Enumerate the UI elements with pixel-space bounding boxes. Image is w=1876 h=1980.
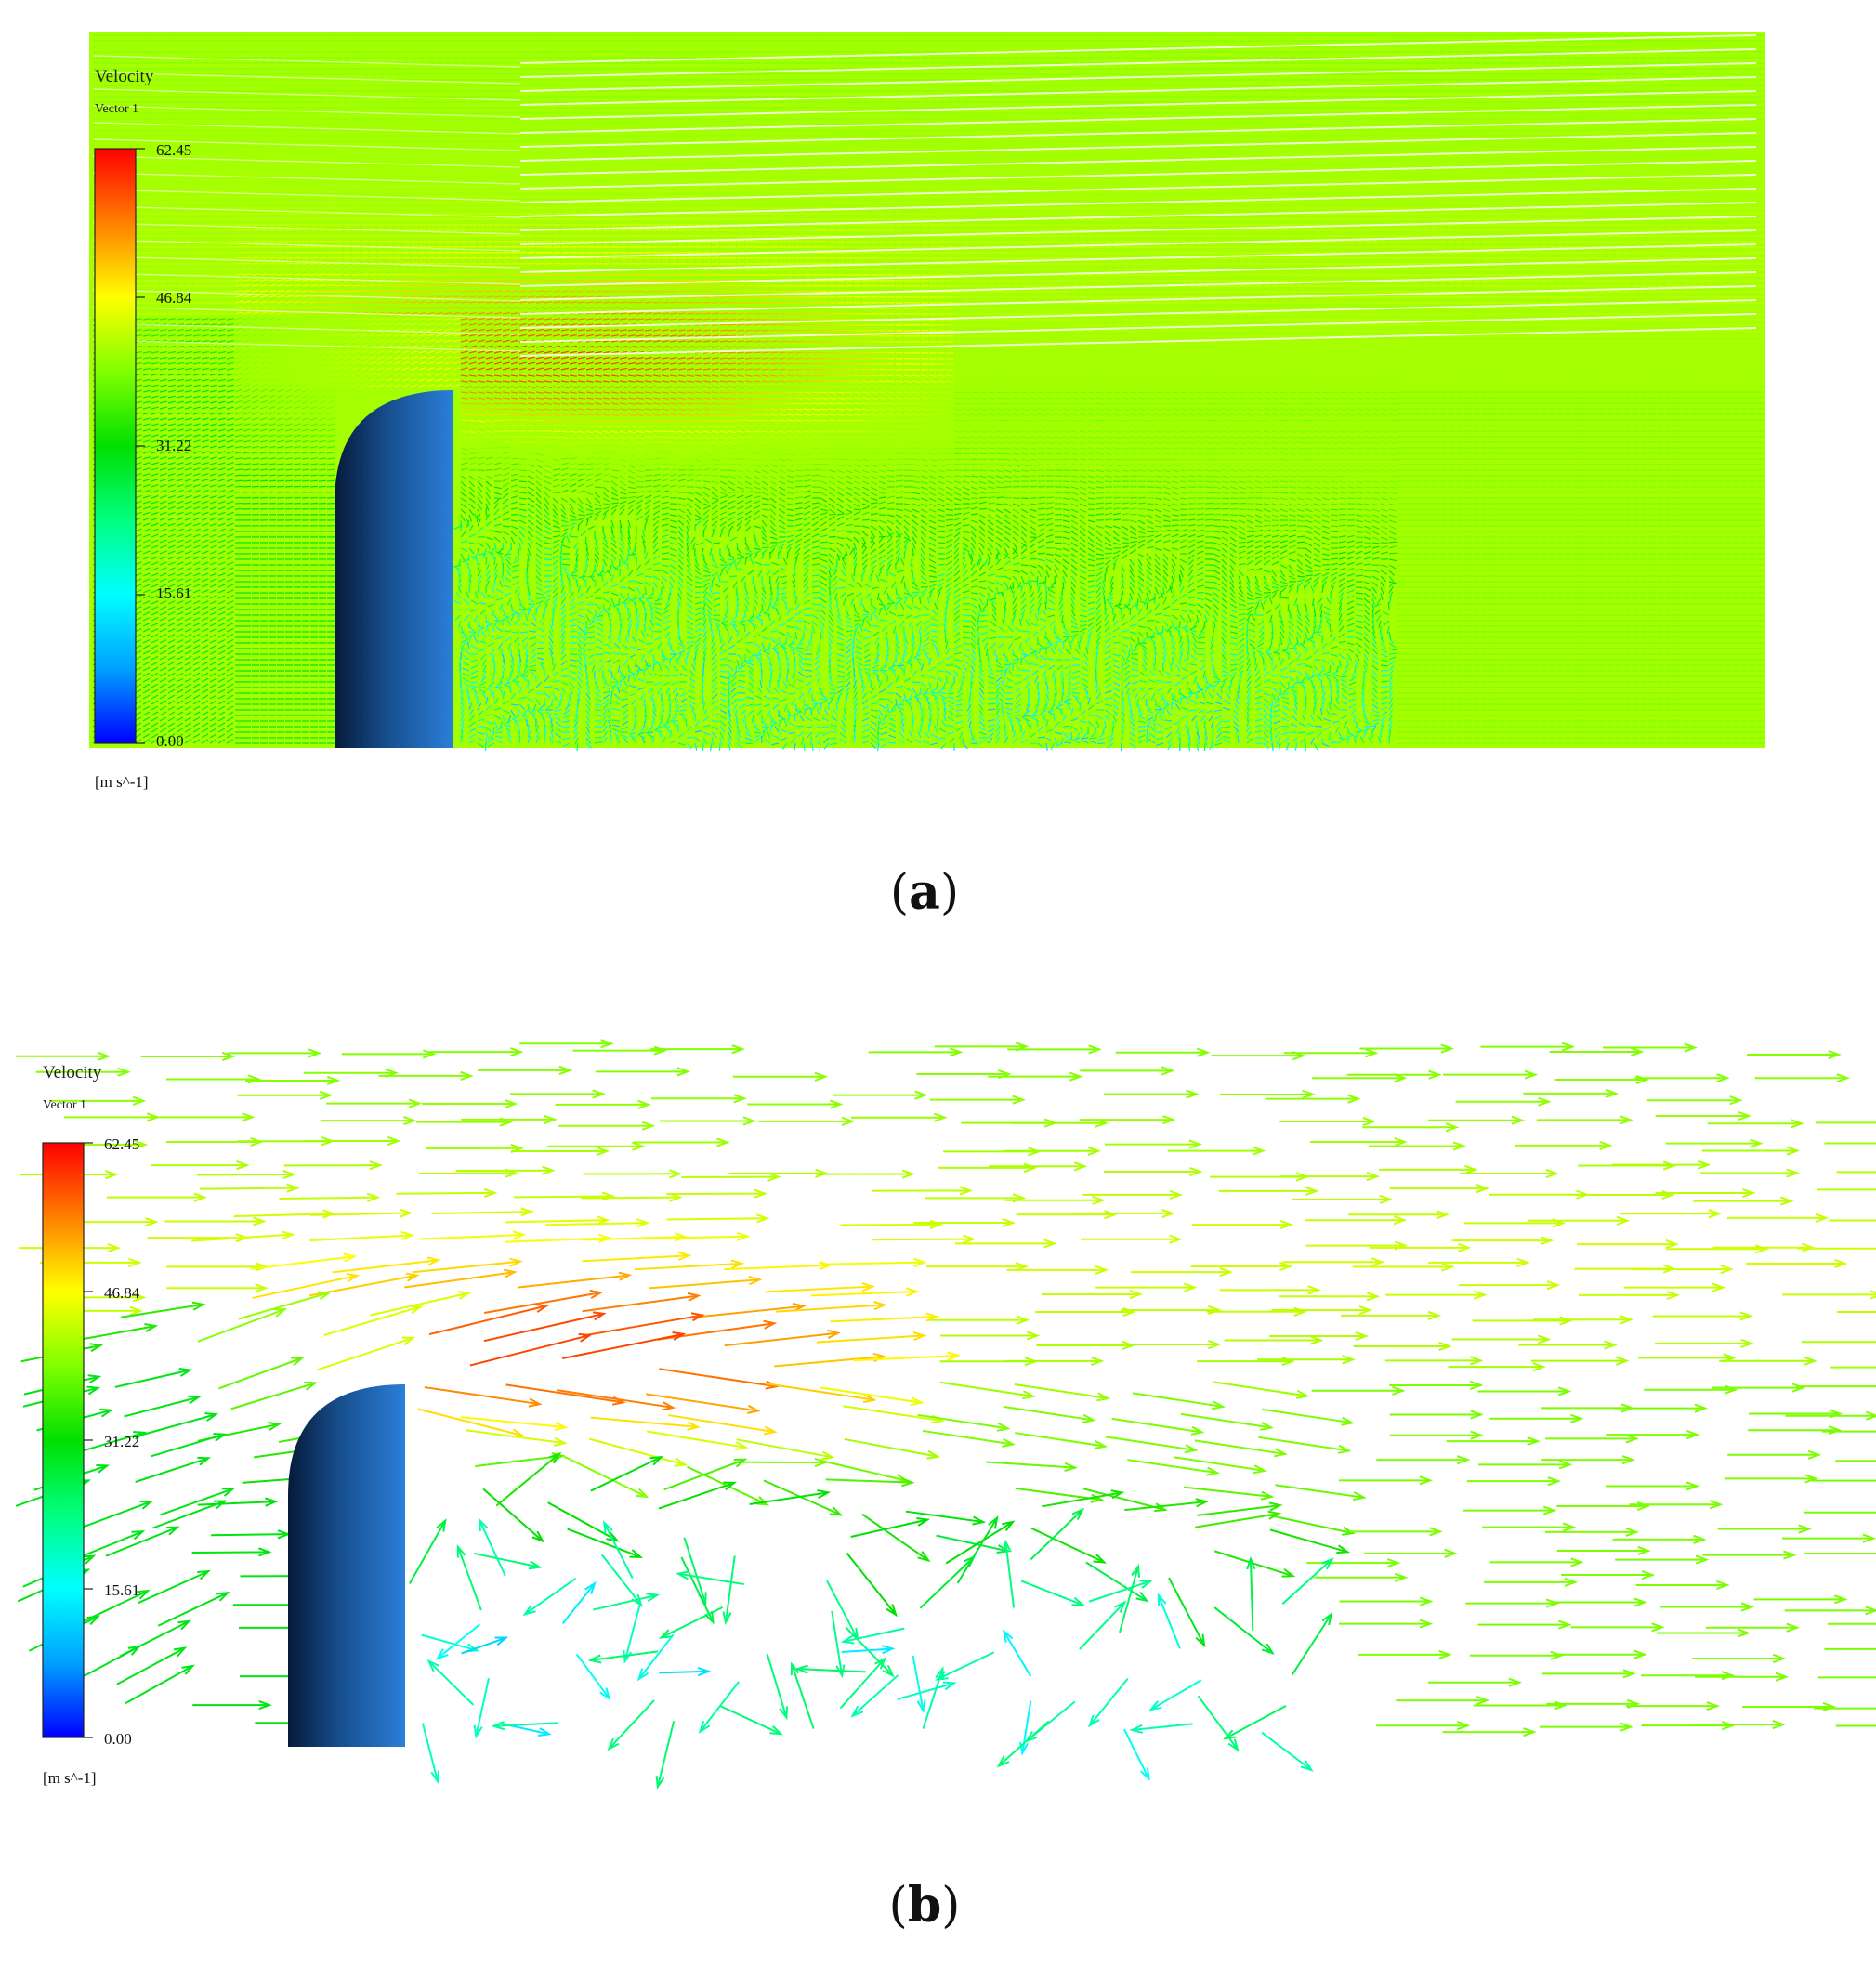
tick-b-2: 31.22 (104, 1433, 139, 1451)
legend-title-a: Velocity (95, 67, 153, 87)
tick-a-0: 62.45 (156, 141, 191, 160)
caption-b: (b) (832, 1877, 1017, 1934)
units-a: [m s^-1] (95, 773, 149, 792)
vector-field-a (0, 0, 1876, 780)
tick-a-1: 46.84 (156, 289, 191, 308)
legend-subtitle-b: Vector 1 (43, 1098, 86, 1113)
legend-subtitle-a: Vector 1 (95, 102, 138, 117)
tick-b-4: 0.00 (104, 1730, 132, 1749)
obstacle (288, 1384, 405, 1747)
tick-a-4: 0.00 (156, 732, 184, 751)
caption-a: (a) (832, 864, 1017, 921)
tick-a-3: 15.61 (156, 584, 191, 603)
obstacle (335, 390, 453, 748)
tick-b-1: 46.84 (104, 1284, 139, 1303)
panel-a: Velocity Vector 1 62.45 46.84 31.22 15.6… (0, 0, 1876, 966)
units-b: [m s^-1] (43, 1769, 97, 1788)
tick-b-0: 62.45 (104, 1135, 139, 1154)
tick-b-3: 15.61 (104, 1581, 139, 1600)
vector-field-b (0, 1013, 1876, 1812)
panel-b: Velocity Vector 1 62.45 46.84 31.22 15.6… (0, 1013, 1876, 1979)
colorbar (43, 1143, 93, 1737)
tick-a-2: 31.22 (156, 437, 191, 455)
legend-title-b: Velocity (43, 1063, 101, 1083)
